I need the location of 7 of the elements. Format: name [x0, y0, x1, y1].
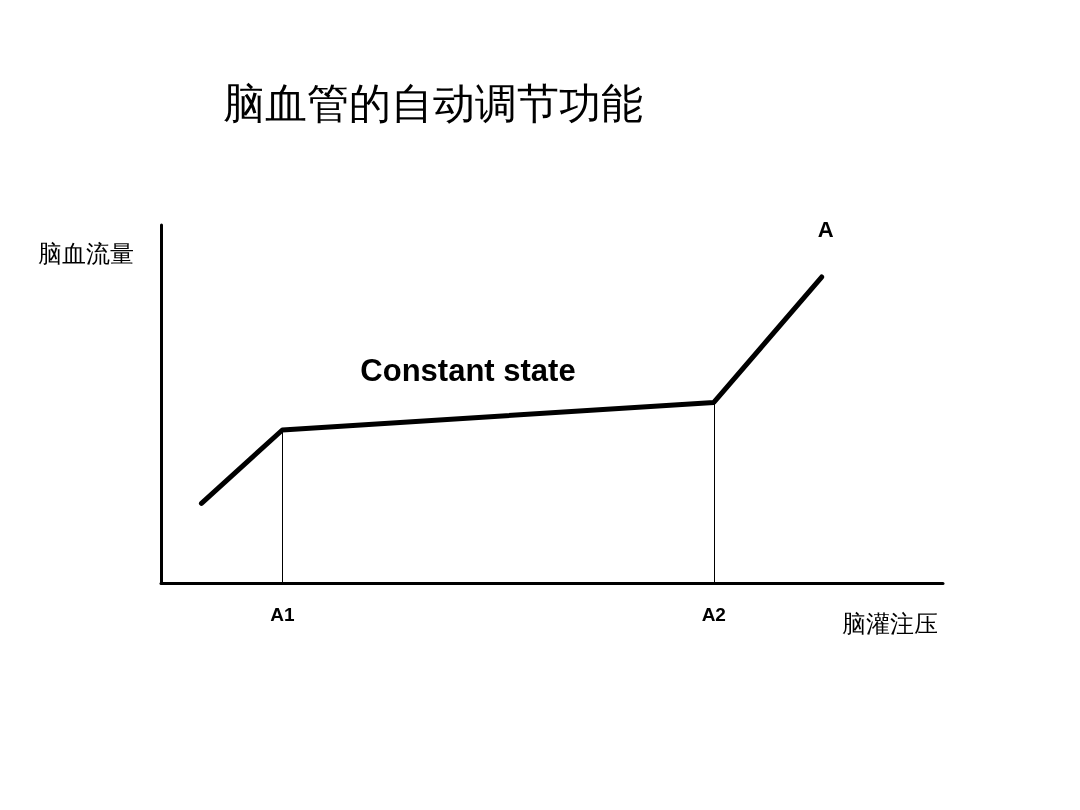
annotation: Constant state — [360, 352, 576, 388]
x-tick-label: A1 — [270, 604, 295, 625]
y-axis-title: 脑血流量 — [38, 241, 134, 267]
chart-title: 脑血管的自动调节功能 — [223, 81, 643, 127]
series-label: A — [817, 216, 834, 242]
x-tick-label: A2 — [701, 604, 726, 625]
x-axis-title: 脑灌注压 — [842, 611, 938, 637]
